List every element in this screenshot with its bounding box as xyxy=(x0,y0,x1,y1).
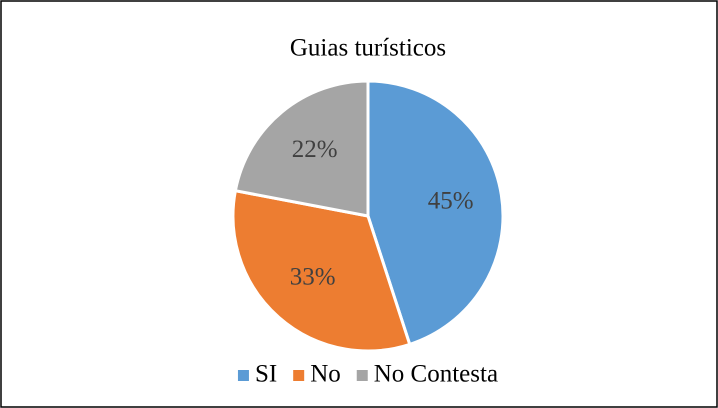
data-label: 45% xyxy=(428,188,474,215)
legend-swatch xyxy=(293,370,305,381)
data-label: 33% xyxy=(290,264,336,291)
legend-label: SI xyxy=(255,361,277,388)
pie-slice xyxy=(366,79,505,347)
chart-title: Guias turísticos xyxy=(290,35,446,62)
pie-slice xyxy=(231,188,412,353)
legend-label: No Contesta xyxy=(374,361,498,388)
legend-swatch xyxy=(237,370,249,381)
legend-swatch xyxy=(356,370,368,381)
legend-label: No xyxy=(310,361,341,388)
pie-slice xyxy=(233,79,370,218)
data-label: 22% xyxy=(292,136,338,163)
